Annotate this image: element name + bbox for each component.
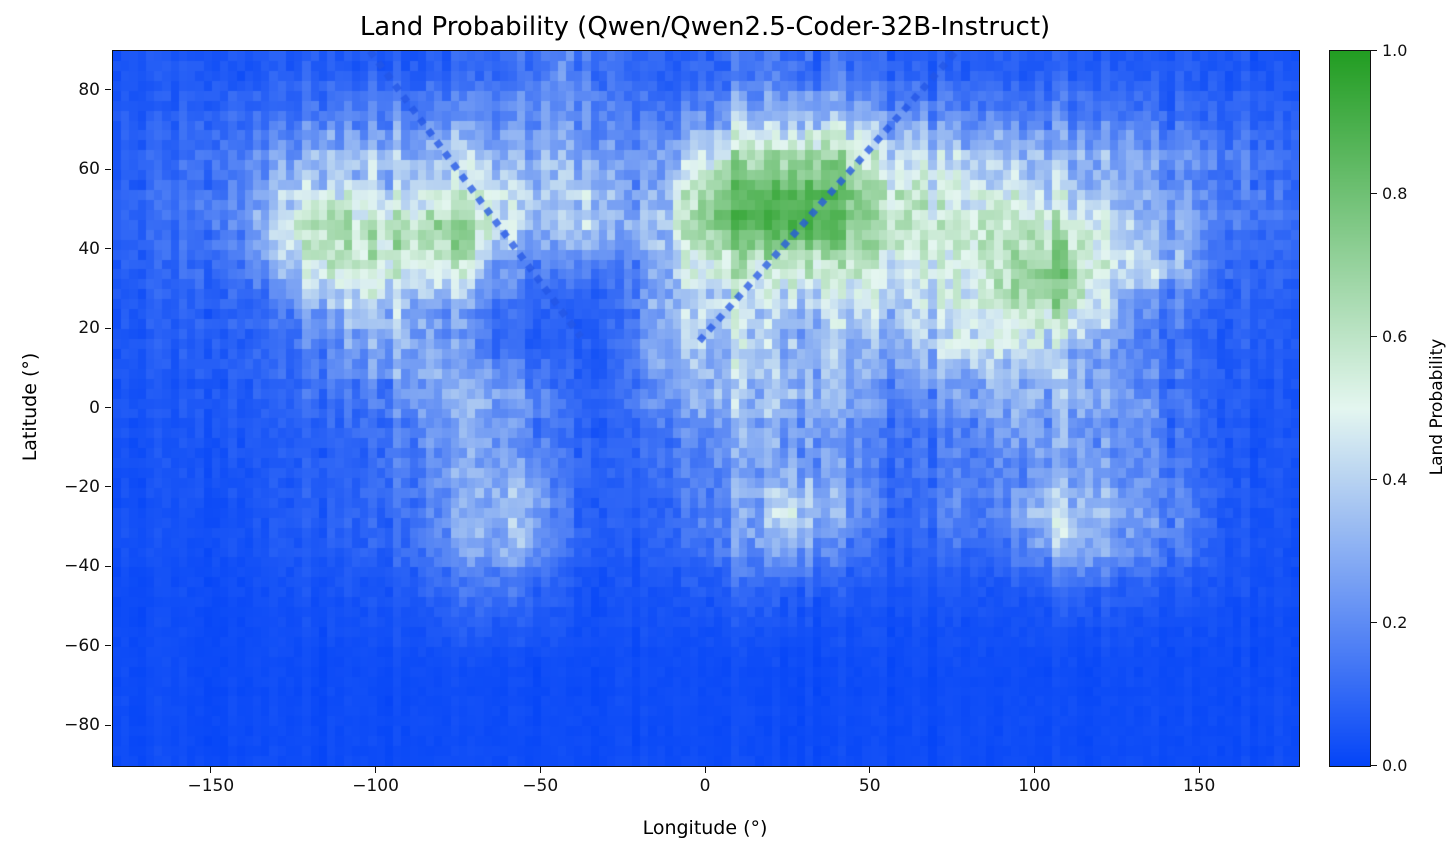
y-tick-label: 20 bbox=[78, 318, 100, 339]
x-tick-label: 50 bbox=[858, 776, 881, 796]
colorbar-tick-label: 0.4 bbox=[1382, 470, 1408, 489]
x-tick-mark bbox=[539, 767, 541, 773]
colorbar-tick-label: 0.2 bbox=[1382, 613, 1408, 632]
y-tick-label: −60 bbox=[64, 635, 100, 656]
colorbar-tick-label: 0.6 bbox=[1382, 327, 1408, 346]
colorbar-tick-mark bbox=[1371, 192, 1377, 194]
y-tick-label: 60 bbox=[78, 159, 100, 180]
y-tick-label: −20 bbox=[64, 476, 100, 497]
y-tick-label: −80 bbox=[64, 715, 100, 736]
y-axis-label: Latitude (°) bbox=[19, 352, 41, 462]
x-tick-mark bbox=[210, 767, 212, 773]
colorbar-tick-mark bbox=[1371, 49, 1377, 51]
x-tick-mark bbox=[375, 767, 377, 773]
heatmap-canvas bbox=[112, 50, 1300, 767]
y-tick-label: 0 bbox=[89, 397, 100, 418]
x-tick-label: −150 bbox=[187, 776, 235, 796]
x-tick-label: 150 bbox=[1182, 776, 1216, 796]
x-tick-label: −50 bbox=[522, 776, 559, 796]
colorbar-tick-label: 1.0 bbox=[1382, 41, 1408, 60]
y-tick-mark bbox=[105, 168, 111, 170]
y-tick-mark bbox=[105, 486, 111, 488]
x-tick-mark bbox=[704, 767, 706, 773]
x-tick-label: 100 bbox=[1018, 776, 1051, 796]
colorbar-canvas bbox=[1329, 50, 1371, 767]
x-tick-mark bbox=[869, 767, 871, 773]
y-tick-label: 80 bbox=[78, 79, 100, 100]
x-tick-mark bbox=[1033, 767, 1035, 773]
colorbar-tick-mark bbox=[1371, 478, 1377, 480]
colorbar-tick-mark bbox=[1371, 764, 1377, 766]
colorbar-tick-label: 0.8 bbox=[1382, 184, 1408, 203]
y-tick-mark bbox=[105, 645, 111, 647]
colorbar-tick-label: 0.0 bbox=[1382, 756, 1408, 775]
y-tick-mark bbox=[105, 89, 111, 91]
y-tick-mark bbox=[105, 565, 111, 567]
x-tick-mark bbox=[1198, 767, 1200, 773]
y-tick-mark bbox=[105, 724, 111, 726]
colorbar-label: Land Probability bbox=[1427, 338, 1447, 476]
colorbar-tick-mark bbox=[1371, 335, 1377, 337]
y-tick-mark bbox=[105, 327, 111, 329]
x-axis-label: Longitude (°) bbox=[642, 817, 768, 839]
y-tick-mark bbox=[105, 248, 111, 250]
y-tick-label: −40 bbox=[64, 556, 100, 577]
colorbar-tick-mark bbox=[1371, 621, 1377, 623]
x-tick-label: 0 bbox=[699, 776, 711, 796]
x-tick-label: −100 bbox=[352, 776, 399, 796]
y-tick-label: 40 bbox=[78, 238, 100, 259]
plot-title: Land Probability (Qwen/Qwen2.5-Coder-32B… bbox=[359, 12, 1051, 42]
y-tick-mark bbox=[105, 407, 111, 408]
